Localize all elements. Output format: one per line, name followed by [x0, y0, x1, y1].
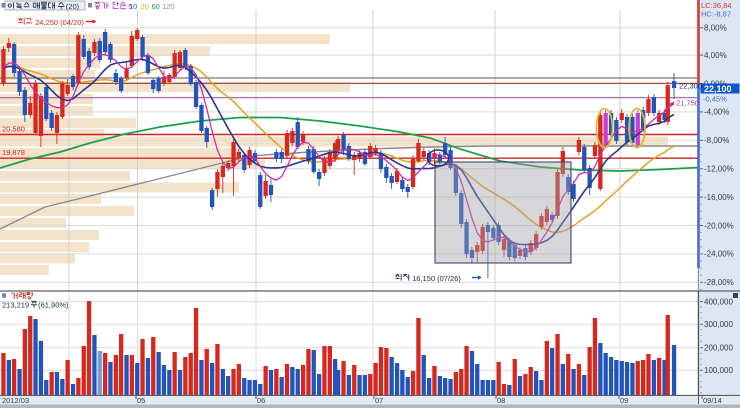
svg-text:21,750: 21,750: [676, 99, 699, 108]
svg-text:06: 06: [257, 396, 265, 405]
svg-text:HC:-8,87: HC:-8,87: [701, 10, 731, 19]
svg-text:4,00%: 4,00%: [704, 51, 727, 60]
svg-text:10: 10: [129, 2, 137, 11]
svg-text:-20,00%: -20,00%: [704, 221, 734, 230]
svg-text:16,150 (07/26): 16,150 (07/26): [412, 274, 461, 283]
svg-text:09/14: 09/14: [703, 396, 722, 405]
svg-text:20: 20: [141, 2, 149, 11]
svg-text:-24,00%: -24,00%: [704, 250, 734, 259]
svg-text:22,100: 22,100: [704, 84, 732, 94]
svg-text:05: 05: [137, 396, 145, 405]
svg-text:08: 08: [497, 396, 505, 405]
svg-text:-0,45%: -0,45%: [703, 95, 727, 104]
svg-text:213,219: 213,219: [2, 301, 29, 310]
svg-text:100,000: 100,000: [704, 366, 733, 375]
svg-text:22,300: 22,300: [679, 82, 702, 91]
svg-text:60: 60: [152, 2, 160, 11]
svg-text:07: 07: [375, 396, 383, 405]
svg-text:300,000: 300,000: [704, 320, 733, 329]
svg-text:5: 5: [128, 2, 132, 11]
svg-text:LC:36,84: LC:36,84: [701, 1, 731, 10]
svg-text:09: 09: [620, 396, 628, 405]
svg-text:-12,00%: -12,00%: [704, 165, 734, 174]
svg-text:400,000: 400,000: [704, 297, 733, 306]
svg-text:(20): (20): [66, 2, 80, 11]
svg-text:8,00%: 8,00%: [704, 24, 727, 33]
svg-text:19,878: 19,878: [2, 148, 25, 157]
svg-text:20,580: 20,580: [2, 125, 25, 134]
svg-text:120: 120: [162, 2, 175, 11]
svg-text:-4,00%: -4,00%: [704, 108, 729, 117]
svg-text:-28,00%: -28,00%: [704, 278, 734, 287]
svg-text:(61,90%): (61,90%): [38, 301, 69, 310]
svg-text:-16,00%: -16,00%: [704, 193, 734, 202]
svg-text:2012/03: 2012/03: [2, 396, 29, 405]
svg-text:24,250 (04/20): 24,250 (04/20): [35, 18, 84, 27]
svg-text:200,000: 200,000: [704, 344, 733, 353]
svg-text:-8,00%: -8,00%: [704, 136, 729, 145]
